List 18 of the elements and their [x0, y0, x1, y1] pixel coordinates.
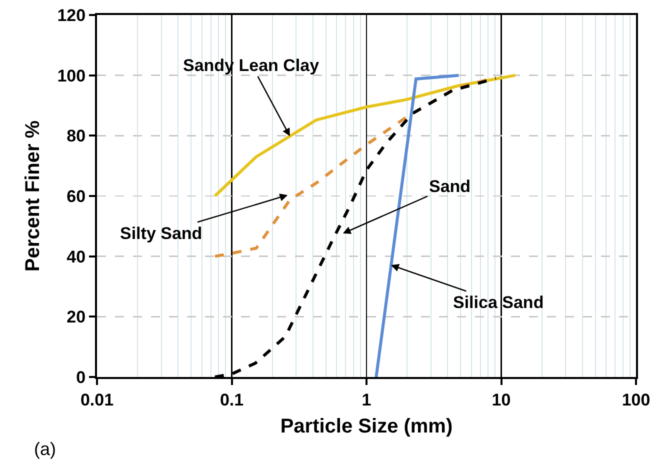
annotation: Sand [429, 177, 471, 196]
x-tick-label: 0.1 [220, 390, 244, 410]
y-tick-label: 100 [57, 66, 86, 86]
y-tick-label: 20 [66, 308, 86, 327]
annotation: Silica Sand [453, 293, 544, 312]
y-tick-label: 60 [66, 186, 86, 206]
x-tick-label: 0.01 [80, 390, 114, 410]
x-tick-label: 10 [492, 390, 511, 410]
text: (a) [34, 439, 56, 459]
x-tick-label: 1 [362, 390, 372, 410]
x-axis-title: Particle Size (mm) [280, 415, 453, 438]
y-tick-label: 40 [66, 247, 86, 266]
annotation: Silty Sand [120, 224, 202, 243]
y-tick-label: 80 [66, 126, 86, 146]
y-axis-title: Percent Finer % [22, 120, 44, 272]
y-tick-label: 120 [57, 6, 86, 25]
x-tick-label: 100 [622, 390, 650, 410]
y-tick-label: 0 [76, 368, 86, 387]
